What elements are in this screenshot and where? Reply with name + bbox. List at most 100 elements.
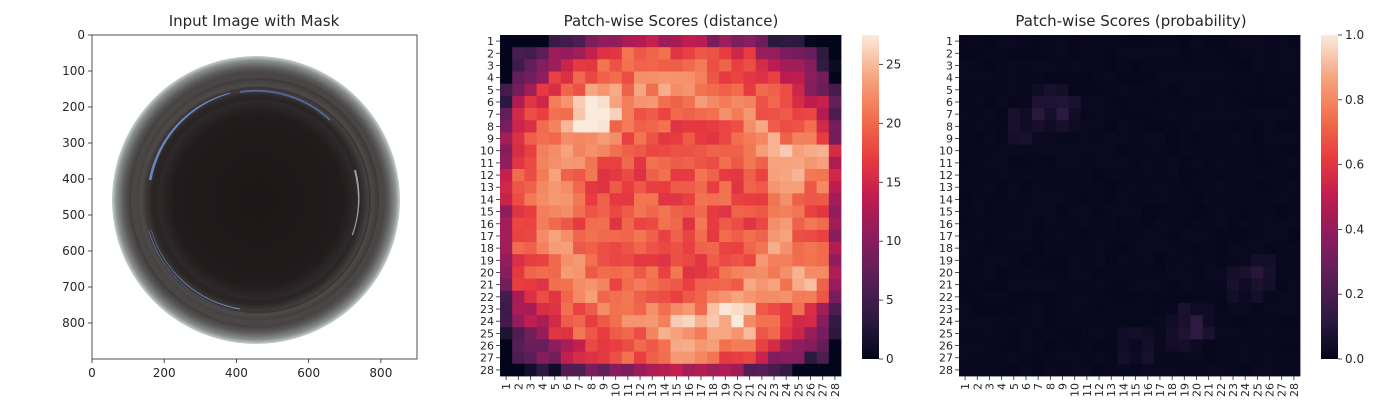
heatmap-cell	[658, 363, 671, 377]
heatmap-cell	[597, 120, 611, 133]
heatmap-cell	[780, 71, 793, 85]
heatmap-cell	[1178, 83, 1191, 97]
heatmap-cell	[707, 95, 720, 109]
heatmap-cell	[1275, 168, 1289, 182]
heatmap-cell	[597, 168, 611, 182]
heatmap-cell	[646, 351, 659, 365]
heatmap-cell	[1275, 71, 1289, 85]
y-tick-label: 13	[939, 181, 953, 194]
y-tick-label: 9	[487, 133, 494, 146]
y-tick-label: 20	[939, 266, 953, 279]
heatmap-cell	[1056, 120, 1070, 133]
heatmap-cell	[548, 181, 562, 194]
heatmap-cell	[500, 242, 513, 255]
y-tick-label: 12	[480, 169, 494, 182]
heatmap-cell	[780, 120, 793, 133]
heatmap-cell	[804, 108, 818, 121]
heatmap-cell	[1032, 229, 1045, 243]
heatmap-cell	[512, 266, 525, 279]
heatmap-cell	[1166, 47, 1179, 60]
heatmap-cell	[707, 266, 720, 279]
heatmap-cell	[1190, 254, 1203, 267]
heatmap-cell	[536, 193, 550, 206]
heatmap-cell	[1080, 108, 1094, 121]
heatmap-cell	[1044, 35, 1057, 48]
heatmap-cell	[597, 95, 611, 109]
heatmap-cell	[755, 242, 769, 255]
heatmap-cell	[573, 205, 586, 219]
heatmap-cell	[500, 59, 513, 72]
heatmap-cell	[804, 59, 818, 72]
heatmap-cell	[828, 71, 842, 85]
heatmap-cell	[1178, 108, 1191, 121]
heatmap-cell	[1129, 47, 1143, 60]
heatmap-cell	[1068, 290, 1082, 304]
heatmap-cell	[597, 83, 611, 97]
heatmap-cell	[536, 35, 550, 48]
heatmap-cell	[1166, 71, 1179, 85]
heatmap-cell	[500, 205, 513, 219]
heatmap-cell	[621, 193, 635, 206]
heatmap-cell	[959, 35, 972, 48]
heatmap-cell	[1275, 35, 1289, 48]
heatmap-cell	[959, 71, 972, 85]
heatmap-cell	[524, 290, 537, 304]
heatmap-cell	[633, 120, 647, 133]
heatmap-cell	[1129, 71, 1143, 85]
heatmap-cell	[1166, 315, 1179, 328]
heatmap-cell	[792, 132, 805, 146]
heatmap-cell	[1275, 339, 1289, 353]
heatmap-cell	[1214, 156, 1228, 170]
heatmap-cell	[816, 229, 830, 243]
heatmap-cell	[731, 181, 744, 194]
heatmap-cell	[1178, 132, 1191, 146]
heatmap-cell	[633, 35, 647, 48]
heatmap-cell	[646, 59, 659, 72]
heatmap-cell	[573, 363, 586, 377]
heatmap-cell	[995, 59, 1009, 72]
heatmap-cell	[1178, 278, 1191, 292]
heatmap-cell	[971, 363, 984, 377]
heatmap-cell	[1056, 35, 1070, 48]
heatmap-cell	[1032, 95, 1045, 109]
heatmap-cell	[1141, 229, 1155, 243]
heatmap-cell	[1019, 59, 1033, 72]
heatmap-cell	[1105, 168, 1118, 182]
heatmap-cell	[1214, 278, 1228, 292]
heatmap-cell	[828, 351, 842, 365]
y-tick-label: 16	[480, 218, 494, 231]
heatmap-cell	[719, 168, 732, 182]
heatmap-cell	[828, 47, 842, 60]
heatmap-cell	[682, 181, 696, 194]
heatmap-cell	[828, 144, 842, 158]
heatmap-cell	[560, 302, 574, 316]
heatmap-cell	[670, 242, 684, 255]
heatmap-cell	[585, 156, 598, 170]
heatmap-cell	[731, 363, 744, 377]
heatmap-cell	[1044, 59, 1057, 72]
heatmap-cell	[995, 168, 1009, 182]
heatmap-cell	[780, 302, 793, 316]
heatmap-cell	[1275, 95, 1289, 109]
heatmap-cell	[621, 83, 635, 97]
heatmap-cell	[682, 351, 696, 365]
probability-colorbar-ticks: 0.00.20.40.60.81.0	[1338, 28, 1364, 366]
heatmap-cell	[670, 302, 684, 316]
heatmap-cell	[816, 254, 830, 267]
heatmap-cell	[524, 168, 537, 182]
heatmap-cell	[1092, 302, 1106, 316]
heatmap-cell	[780, 278, 793, 292]
heatmap-cell	[816, 132, 830, 146]
y-tick-label: 0	[77, 28, 85, 42]
heatmap-cell	[658, 217, 671, 231]
heatmap-cell	[682, 144, 696, 158]
heatmap-cell	[573, 168, 586, 182]
heatmap-cell	[597, 363, 611, 377]
heatmap-cell	[1226, 315, 1240, 328]
y-tick-label: 600	[62, 244, 85, 258]
heatmap-cell	[560, 144, 574, 158]
heatmap-cell	[1007, 156, 1021, 170]
heatmap-cell	[1263, 315, 1277, 328]
heatmap-cell	[1287, 217, 1301, 231]
heatmap-cell	[1263, 144, 1277, 158]
